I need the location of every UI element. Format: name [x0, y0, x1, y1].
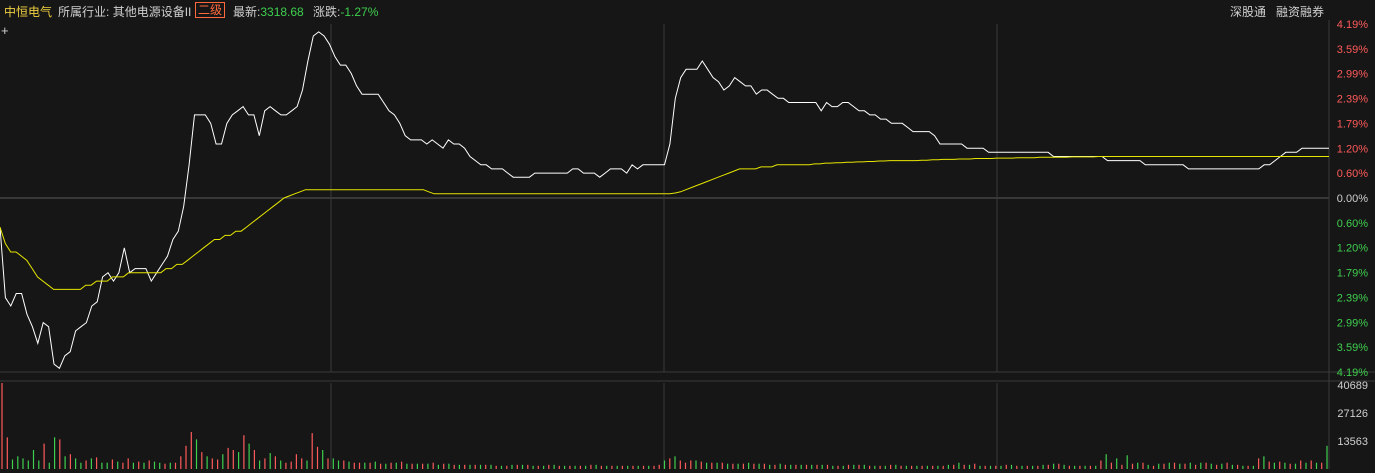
stock-name[interactable]: 中恒电气: [4, 5, 53, 19]
industry-info: 所属行业: 其他电源设备II: [58, 3, 191, 20]
price-axis-label: 4.19%: [1337, 19, 1368, 31]
industry-label: 所属行业:: [58, 5, 110, 19]
price-axis-label: 0.60%: [1337, 218, 1368, 230]
volume-axis-label: 40689: [1337, 380, 1368, 392]
latest-value: 3318.68: [260, 5, 304, 19]
price-axis-label: 2.39%: [1337, 292, 1368, 304]
price-series-0: [0, 31, 1329, 370]
price-series-1: [0, 156, 1329, 290]
industry-name[interactable]: 其他电源设备II: [112, 5, 192, 19]
price-axis-label: 3.59%: [1337, 44, 1368, 56]
crosshair-icon[interactable]: +: [1, 23, 9, 38]
change-label: 涨跌:: [313, 5, 341, 19]
change-value: -1.27%: [340, 5, 379, 19]
volume-axis-label: 27126: [1337, 408, 1368, 420]
price-axis-label: 2.39%: [1337, 94, 1368, 106]
price-axis-label: 1.20%: [1337, 143, 1368, 155]
price-axis-label: 2.99%: [1337, 69, 1368, 81]
price-axis-label: 1.79%: [1337, 268, 1368, 280]
latest-label: 最新:: [233, 5, 261, 19]
price-axis-label: 0.60%: [1337, 168, 1368, 180]
chart-header: 中恒电气 所属行业: 其他电源设备II 二级 最新:3318.68 涨跌:-1.…: [0, 0, 1375, 22]
sgt-link[interactable]: 深股通: [1230, 5, 1267, 19]
price-axis-label: 3.59%: [1337, 342, 1368, 354]
margin-trading-link[interactable]: 融资融券: [1276, 5, 1325, 19]
price-axis-label: 0.00%: [1337, 193, 1368, 205]
price-axis-label: 1.20%: [1337, 243, 1368, 255]
volume-axis-label: 13563: [1337, 436, 1368, 448]
level-badge[interactable]: 二级: [195, 2, 226, 18]
price-axis-label: 4.19%: [1337, 367, 1368, 379]
latest-price: 最新:3318.68: [233, 3, 304, 20]
change-percent: 涨跌:-1.27%: [313, 3, 378, 20]
price-axis-label: 2.99%: [1337, 317, 1368, 329]
price-axis-label: 1.79%: [1337, 118, 1368, 130]
